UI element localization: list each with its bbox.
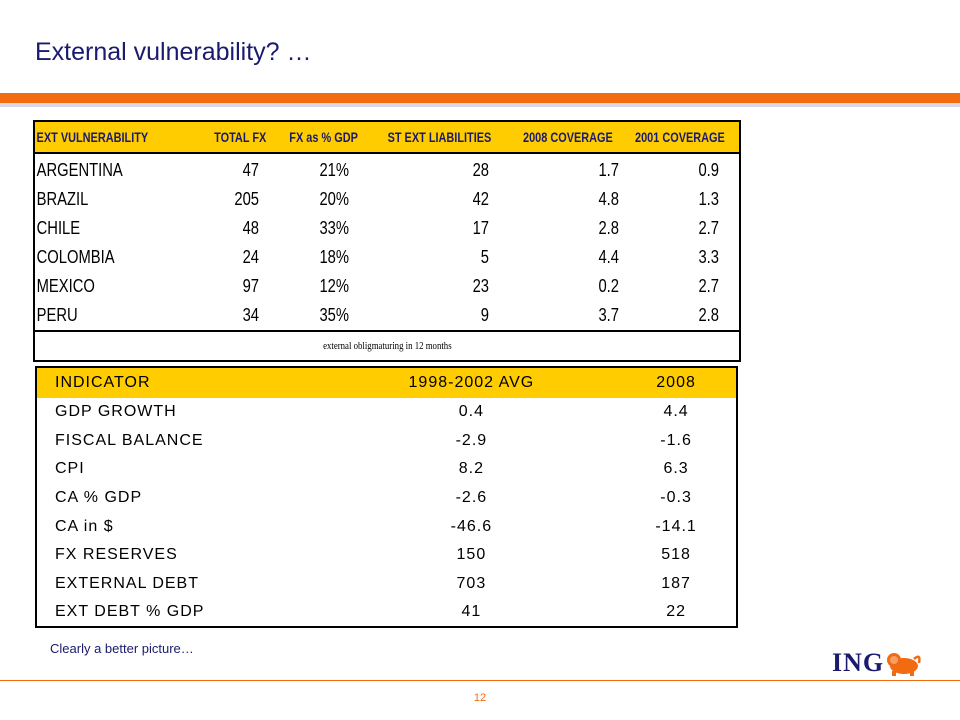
value-2008-cell: 187 — [661, 574, 691, 592]
footer-divider — [0, 680, 960, 681]
table-row: ARGENTINA 47 21% 28 1.7 0.9 — [35, 156, 739, 185]
indicator-cell: FISCAL BALANCE — [55, 431, 204, 449]
table-header-row: INDICATOR 1998-2002 AVG 2008 — [37, 368, 736, 398]
value-2008-cell: -1.6 — [660, 431, 692, 449]
coverage-2001-cell: 0.9 — [698, 160, 719, 180]
column-header: TOTAL FX — [214, 129, 267, 145]
coverage-2008-cell: 2.8 — [598, 218, 619, 238]
coverage-2008-cell: 1.7 — [598, 160, 619, 180]
st-liabilities-cell: 17 — [472, 218, 489, 238]
table-row: PERU 34 35% 9 3.7 2.8 — [35, 301, 739, 330]
fx-gdp-cell: 12% — [319, 276, 349, 296]
fx-gdp-cell: 20% — [319, 189, 349, 209]
value-2008-cell: 6.3 — [663, 460, 689, 478]
fx-gdp-cell: 33% — [319, 218, 349, 238]
country-cell: BRAZIL — [36, 189, 89, 209]
country-cell: PERU — [36, 305, 78, 325]
table-row: FX RESERVES 150 518 — [37, 541, 736, 570]
indicator-cell: GDP GROWTH — [55, 403, 177, 421]
coverage-2001-cell: 1.3 — [698, 189, 719, 209]
indicator-cell: EXT DEBT % GDP — [55, 603, 205, 621]
indicator-cell: CA % GDP — [55, 489, 143, 507]
avg-cell: -2.9 — [455, 431, 488, 449]
table-row: CA in $ -46.6 -14.1 — [37, 512, 736, 541]
column-header: ST EXT LIABILITIES — [387, 129, 492, 145]
total-fx-cell: 97 — [242, 276, 259, 296]
avg-cell: -46.6 — [450, 517, 493, 535]
table-row: CPI 8.2 6.3 — [37, 455, 736, 484]
table-header-row: EXT VULNERABILITY TOTAL FX FX as % GDP S… — [35, 122, 739, 154]
total-fx-cell: 24 — [242, 247, 259, 267]
country-cell: CHILE — [36, 218, 81, 238]
value-2008-cell: -14.1 — [655, 517, 697, 535]
table-row: FISCAL BALANCE -2.9 -1.6 — [37, 427, 736, 456]
table-footnote: external obligmaturing in 12 months — [35, 330, 739, 360]
st-liabilities-cell: 42 — [472, 189, 489, 209]
table-row: EXTERNAL DEBT 703 187 — [37, 570, 736, 599]
st-liabilities-cell: 9 — [480, 305, 489, 325]
column-header: EXT VULNERABILITY — [36, 129, 149, 145]
value-2008-cell: 518 — [661, 546, 691, 564]
coverage-2008-cell: 4.4 — [598, 247, 619, 267]
avg-cell: 0.4 — [458, 403, 484, 421]
table-row: GDP GROWTH 0.4 4.4 — [37, 398, 736, 427]
fx-gdp-cell: 21% — [319, 160, 349, 180]
value-2008-cell: -0.3 — [660, 489, 692, 507]
avg-cell: 150 — [456, 546, 487, 564]
indicator-table: INDICATOR 1998-2002 AVG 2008 GDP GROWTH … — [35, 366, 738, 628]
column-header: 2008 COVERAGE — [523, 129, 613, 145]
external-vulnerability-table: EXT VULNERABILITY TOTAL FX FX as % GDP S… — [33, 120, 741, 362]
orange-header-band — [0, 93, 960, 103]
slide-caption: Clearly a better picture… — [50, 641, 194, 656]
fx-gdp-cell: 35% — [319, 305, 349, 325]
value-2008-cell: 4.4 — [663, 403, 689, 421]
st-liabilities-cell: 5 — [480, 247, 489, 267]
header-band-shadow — [0, 103, 960, 107]
column-header: 2001 COVERAGE — [635, 129, 725, 145]
indicator-cell: EXTERNAL DEBT — [55, 574, 199, 592]
coverage-2001-cell: 2.8 — [698, 305, 719, 325]
indicator-cell: CA in $ — [55, 517, 114, 535]
avg-cell: 8.2 — [458, 460, 484, 478]
indicator-cell: FX RESERVES — [55, 546, 178, 564]
slide-title: External vulnerability? … — [35, 38, 312, 66]
column-header: FX as % GDP — [289, 129, 358, 145]
lion-icon — [887, 653, 921, 676]
country-cell: COLOMBIA — [36, 247, 115, 267]
table-row: EXT DEBT % GDP 41 22 — [37, 598, 736, 627]
table-row: MEXICO 97 12% 23 0.2 2.7 — [35, 272, 739, 301]
page-number: 12 — [473, 692, 487, 704]
total-fx-cell: 34 — [242, 305, 259, 325]
table-row: CHILE 48 33% 17 2.8 2.7 — [35, 214, 739, 243]
table-row: BRAZIL 205 20% 42 4.8 1.3 — [35, 185, 739, 214]
table-row: COLOMBIA 24 18% 5 4.4 3.3 — [35, 243, 739, 272]
column-header: 1998-2002 AVG — [408, 374, 535, 391]
coverage-2008-cell: 3.7 — [598, 305, 619, 325]
footnote-text: external obligmaturing in 12 months — [322, 340, 452, 352]
fx-gdp-cell: 18% — [319, 247, 349, 267]
logo-text: ING — [832, 648, 885, 677]
coverage-2001-cell: 2.7 — [698, 276, 719, 296]
total-fx-cell: 47 — [242, 160, 259, 180]
table-row: CA % GDP -2.6 -0.3 — [37, 484, 736, 513]
column-header: 2008 — [656, 374, 696, 391]
coverage-2001-cell: 2.7 — [698, 218, 719, 238]
country-cell: ARGENTINA — [36, 160, 123, 180]
value-2008-cell: 22 — [666, 603, 686, 621]
country-cell: MEXICO — [36, 276, 95, 296]
indicator-cell: CPI — [55, 460, 85, 478]
column-header: INDICATOR — [55, 374, 151, 391]
total-fx-cell: 48 — [242, 218, 259, 238]
st-liabilities-cell: 23 — [472, 276, 489, 296]
avg-cell: 703 — [456, 574, 487, 592]
coverage-2008-cell: 4.8 — [598, 189, 619, 209]
total-fx-cell: 205 — [234, 189, 259, 209]
avg-cell: 41 — [461, 603, 482, 621]
avg-cell: -2.6 — [455, 489, 488, 507]
coverage-2001-cell: 3.3 — [698, 247, 719, 267]
coverage-2008-cell: 0.2 — [598, 276, 619, 296]
st-liabilities-cell: 28 — [472, 160, 489, 180]
ing-logo: ING — [832, 648, 922, 678]
